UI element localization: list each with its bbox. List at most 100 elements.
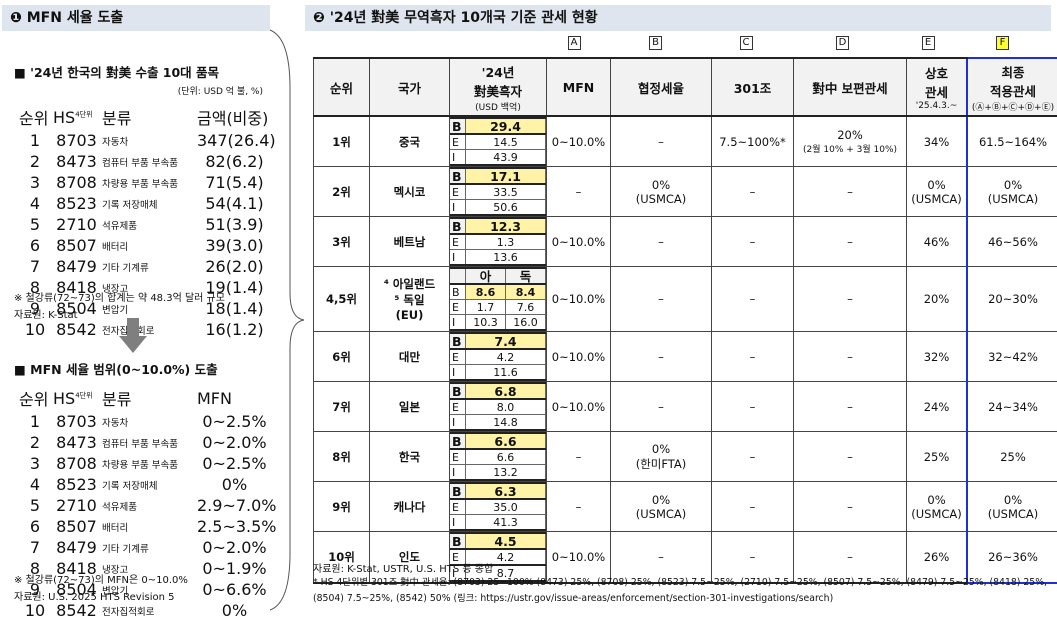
surplus-value: 8.4	[506, 284, 546, 300]
cell: 배터리	[101, 235, 196, 256]
china: –	[794, 400, 906, 414]
header-line: 적용관세	[968, 81, 1057, 100]
header-cell: HS4단위	[52, 104, 101, 130]
surplus-value: 16.0	[506, 315, 546, 331]
fta: –	[611, 382, 712, 432]
mfn: –	[547, 482, 611, 532]
cell: 0~2.0%	[196, 432, 273, 453]
surplus-label: B	[450, 284, 466, 300]
fta: –	[611, 350, 711, 364]
column-letter: D	[836, 36, 849, 50]
s301: –	[712, 167, 794, 217]
header-line: '24년	[450, 62, 546, 81]
final: 20~30%	[967, 267, 1057, 332]
rank: 6위	[314, 332, 370, 382]
final: 25%	[968, 450, 1057, 464]
cell: 자동차	[101, 411, 196, 432]
cell: 8507	[52, 235, 101, 256]
china: –	[794, 350, 906, 364]
s301: –	[712, 550, 793, 564]
china: –	[794, 267, 907, 332]
surplus-value: 12.3	[466, 218, 546, 234]
fta: (USMCA)	[611, 192, 711, 206]
s301: –	[712, 267, 794, 332]
final: 61.5~164%	[968, 135, 1057, 149]
header-cell: HS4단위	[52, 385, 101, 411]
reciprocal: 0%	[907, 493, 966, 507]
reciprocal: 25%	[907, 432, 968, 482]
china: 20%(2월 10% + 3월 10%)	[794, 116, 907, 167]
country: 베트남	[370, 217, 450, 267]
surplus-col: 아	[466, 268, 506, 284]
mfn: –	[547, 450, 610, 464]
final: 20~30%	[968, 292, 1057, 306]
china: –	[794, 292, 906, 306]
surplus-value: 29.4	[466, 118, 546, 134]
china: (2월 10% + 3월 10%)	[794, 142, 906, 155]
surplus-value: 11.6	[466, 365, 546, 381]
note1: ※ 철강류(72~73)의 합계는 약 48.3억 달러 규모	[14, 289, 225, 304]
cell: 석유제품	[101, 214, 196, 235]
cell: 6	[18, 516, 52, 537]
footnote: * HS 4단위별 301조 對中 관세율: (8703) 25~100% (8…	[313, 575, 1051, 607]
country-line: 베트남	[370, 234, 449, 250]
surplus-value: 50.6	[466, 200, 546, 216]
cell: 8542	[52, 600, 101, 621]
s301: –	[712, 350, 793, 364]
cell: 3	[18, 453, 52, 474]
note2: ※ 철강류(72~73)의 MFN은 0~10.0%	[14, 571, 188, 586]
fta: 0%	[611, 442, 711, 456]
cell: 8542	[52, 319, 101, 340]
cell: 배터리	[101, 516, 196, 537]
cell: 8703	[52, 130, 101, 151]
header-text: HS	[53, 389, 75, 408]
cell: 2.5~3.5%	[196, 516, 273, 537]
final: (USMCA)	[968, 192, 1057, 206]
s301: –	[712, 482, 794, 532]
surplus-value: 10.3	[466, 315, 506, 331]
header-sub: (Ⓐ+Ⓑ+Ⓒ+Ⓓ+Ⓔ)	[968, 100, 1057, 113]
china: –	[794, 482, 907, 532]
mfn: –	[547, 500, 610, 514]
country-line: 캐나다	[370, 499, 449, 515]
cell: 5	[18, 214, 52, 235]
cell: 2	[18, 151, 52, 172]
left-header: ❶ MFN 세율 도출	[2, 5, 270, 31]
header-sub: (USD 백억)	[450, 100, 546, 113]
surplus-label: B	[450, 533, 466, 549]
fta: –	[611, 217, 712, 267]
s301: 7.5~100%*	[712, 116, 794, 167]
header-sub: '25.4.3.~	[907, 101, 966, 111]
cell: 82(6.2)	[196, 151, 273, 172]
surplus-label: I	[450, 250, 466, 266]
china: –	[794, 167, 907, 217]
cell: 54(4.1)	[196, 193, 273, 214]
header-line: 관세	[907, 82, 966, 101]
final: 46~56%	[968, 235, 1057, 249]
china: –	[794, 432, 907, 482]
column-letter: E	[922, 36, 935, 50]
china: –	[794, 450, 906, 464]
fta: –	[611, 400, 711, 414]
reciprocal: 0%(USMCA)	[907, 167, 968, 217]
column-letter: A	[568, 36, 581, 50]
surplus-value: 4.5	[466, 533, 546, 549]
